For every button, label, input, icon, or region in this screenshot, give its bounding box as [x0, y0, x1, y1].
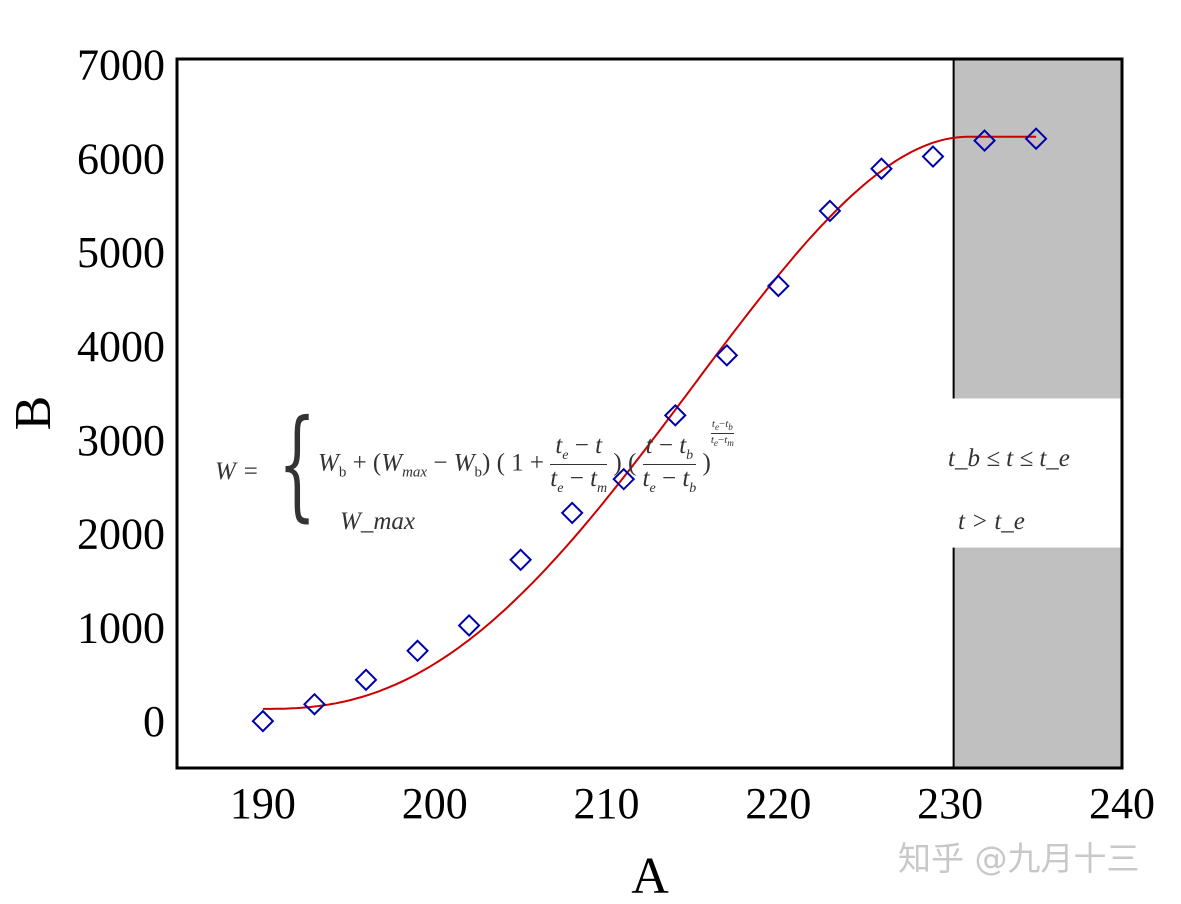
- formula-case-2: W_max: [340, 508, 415, 535]
- y-tick-label: 6000: [77, 134, 165, 183]
- data-point: [766, 274, 790, 298]
- data-point: [818, 199, 842, 223]
- x-tick-label: 240: [1089, 779, 1155, 828]
- y-tick-label: 2000: [77, 510, 165, 559]
- y-tick-label: 7000: [77, 41, 165, 90]
- y-tick-label: 0: [143, 697, 165, 746]
- x-ticks: 190 200 210 220 230 240: [230, 779, 1155, 828]
- y-tick-label: 3000: [77, 416, 165, 465]
- shade-upper: [953, 59, 1122, 399]
- data-point: [612, 467, 636, 491]
- x-tick-label: 210: [574, 779, 640, 828]
- watermark: 知乎 @九月十三: [898, 839, 1140, 878]
- data-point: [560, 501, 584, 525]
- formula-case-1: Wb + (Wmax − Wb) ( 1 + te − t te − tm ) (…: [318, 418, 734, 497]
- data-point: [870, 157, 893, 181]
- y-tick-label: 1000: [77, 603, 165, 652]
- formula-brace: {: [278, 395, 317, 534]
- y-ticks: 0 1000 2000 3000 4000 5000 6000 7000: [77, 41, 165, 746]
- x-tick-label: 230: [917, 779, 983, 828]
- data-point: [921, 145, 945, 168]
- x-tick-label: 200: [402, 779, 468, 828]
- data-point: [303, 692, 326, 716]
- formula-lhs: W =: [215, 458, 259, 485]
- shaded-region: [952, 59, 1122, 768]
- data-point: [509, 548, 533, 572]
- data-point: [457, 614, 481, 637]
- data-point: [406, 639, 429, 663]
- x-tick-label: 190: [230, 779, 296, 828]
- data-point: [354, 668, 378, 692]
- y-tick-label: 4000: [77, 322, 165, 371]
- data-point: [251, 709, 275, 733]
- plot-frame: [175, 57, 1124, 770]
- data-points: [251, 127, 1048, 733]
- condition-2: t > t_e: [958, 508, 1025, 535]
- condition-1: t_b ≤ t ≤ t_e: [948, 445, 1070, 472]
- data-point: [663, 403, 687, 427]
- data-point: [973, 129, 996, 153]
- x-axis-label: A: [631, 848, 669, 904]
- y-tick-label: 5000: [77, 228, 165, 277]
- data-point: [1024, 127, 1048, 151]
- shade-lower: [953, 547, 1122, 768]
- y-axis-label: B: [5, 396, 62, 431]
- x-tick-label: 220: [745, 779, 811, 828]
- data-point: [715, 343, 739, 367]
- fitted-curve: [262, 135, 1037, 710]
